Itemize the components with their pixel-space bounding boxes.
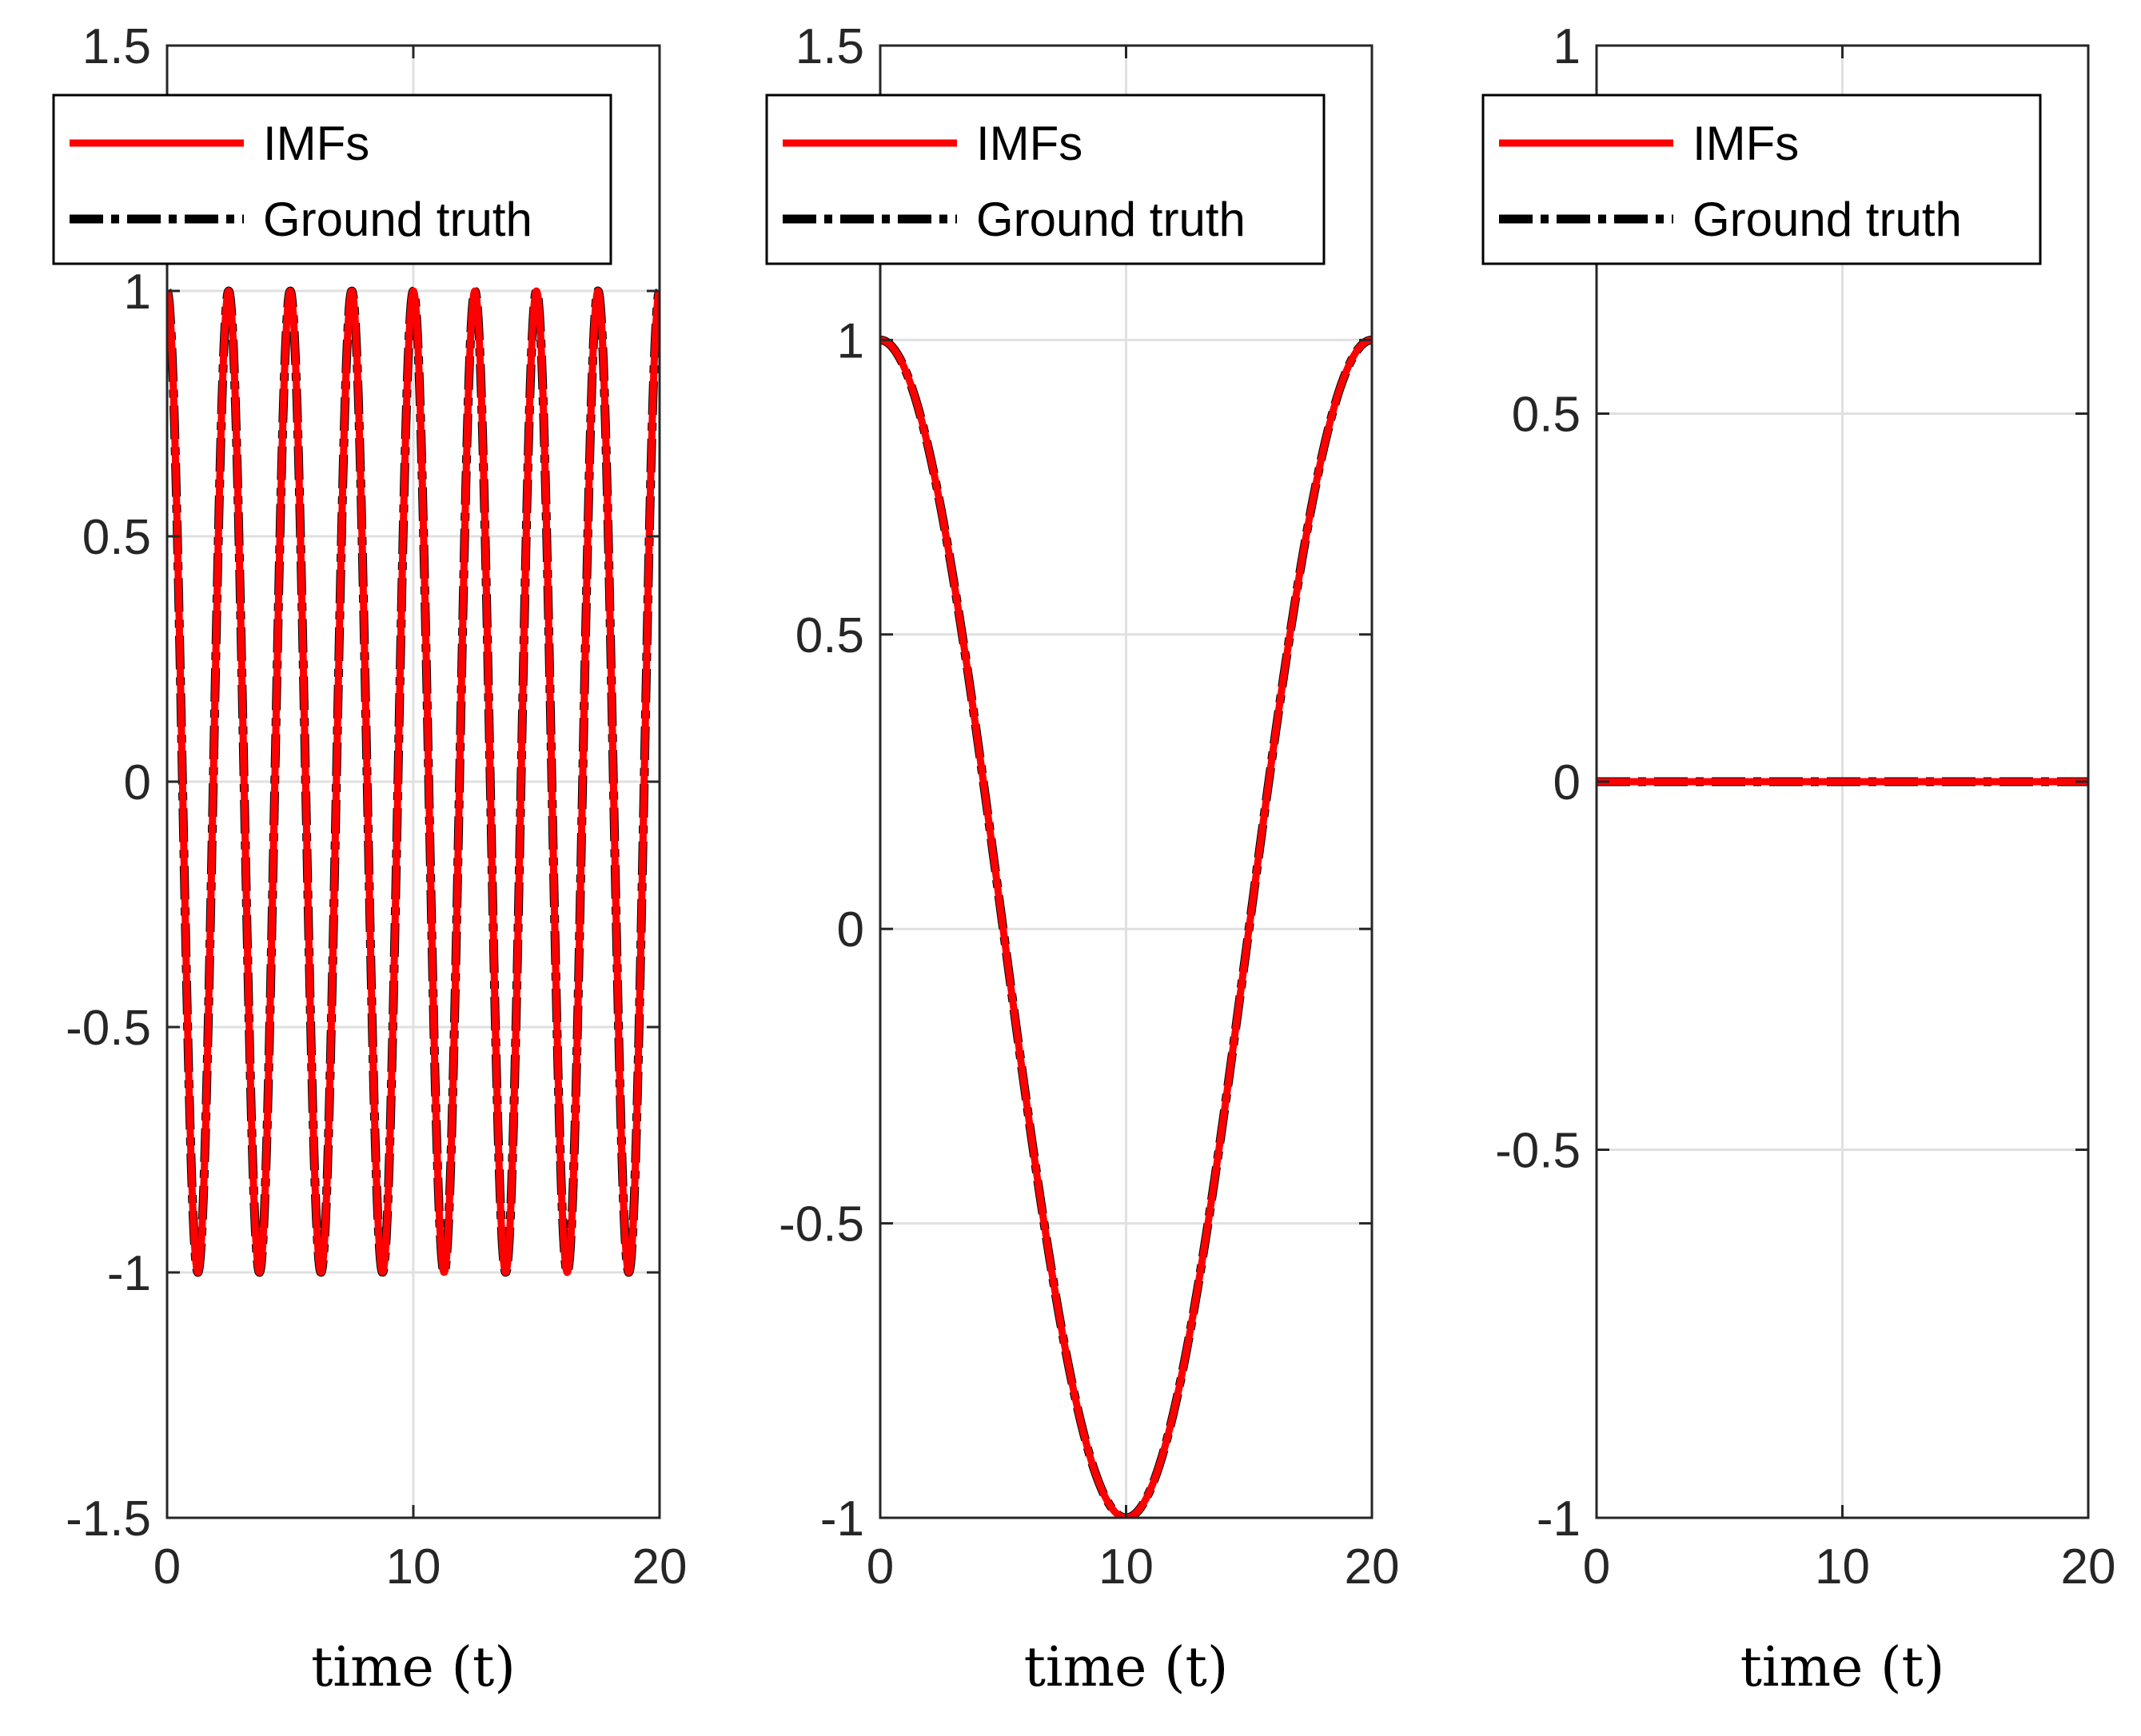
- series-group: [167, 286, 660, 1277]
- y-tick-label: -0.5: [779, 1197, 864, 1252]
- y-tick-label: 1: [1553, 19, 1581, 74]
- legend-box: [765, 94, 1326, 265]
- x-tick-label: 20: [1345, 1539, 1400, 1595]
- legend-box: [1481, 94, 2042, 265]
- x-tick-label: 0: [867, 1539, 894, 1595]
- y-tick-label: 0.5: [82, 510, 151, 565]
- y-tick-label: 1: [837, 313, 864, 368]
- y-tick-label: 0: [124, 755, 151, 810]
- x-tick-label: 20: [632, 1539, 688, 1595]
- y-tick-label: -1: [107, 1246, 151, 1301]
- y-tick-label: 1: [124, 265, 151, 320]
- legend-label-imfs: IMFs: [263, 117, 369, 170]
- legend-label-ground-truth: Ground truth: [976, 193, 1246, 246]
- x-tick-label: 20: [2061, 1539, 2116, 1595]
- subplot-3: 0 10 20 -1 -0.5 0 0.5 1 time (t) IMFs Ground truth: [1481, 19, 2116, 1699]
- x-tick-label: 10: [1815, 1539, 1870, 1595]
- legend-label-ground-truth: Ground truth: [1692, 193, 1962, 246]
- legend-label-ground-truth: Ground truth: [263, 193, 532, 246]
- x-axis-label: time (t): [1024, 1636, 1229, 1699]
- x-tick-label: 10: [386, 1539, 441, 1595]
- legend-box: [52, 94, 612, 265]
- legend-label-imfs: IMFs: [976, 117, 1082, 170]
- y-tick-label: -0.5: [1495, 1124, 1581, 1179]
- series-line-imfs: [167, 287, 660, 1276]
- subplot-1: 0 10 20 -1.5 -1 -0.5 0 0.5 1 1.5 time (t) IMFs Groun…: [52, 19, 688, 1699]
- x-tick-label: 10: [1098, 1539, 1154, 1595]
- y-tick-label: -0.5: [66, 1001, 151, 1056]
- y-tick-label: 0.5: [795, 608, 864, 663]
- legend: IMFs Ground truth: [765, 94, 1326, 265]
- y-tick-label: -1.5: [66, 1491, 151, 1547]
- y-tick-label: 0: [1553, 755, 1581, 810]
- subplot-2: 0 10 20 -1 -0.5 0 0.5 1 1.5 time (t) IMFs Ground tr…: [765, 19, 1400, 1699]
- y-tick-label: 1.5: [795, 19, 864, 74]
- x-axis-label: time (t): [311, 1636, 516, 1699]
- y-tick-label: 0.5: [1512, 388, 1581, 443]
- legend: IMFs Ground truth: [1481, 94, 2042, 265]
- y-tick-label: -1: [820, 1491, 864, 1547]
- legend-label-imfs: IMFs: [1692, 117, 1799, 170]
- y-tick-label: 0: [837, 902, 864, 958]
- x-axis-label: time (t): [1740, 1636, 1945, 1699]
- y-tick-label: 1.5: [82, 19, 151, 74]
- legend: IMFs Ground truth: [52, 94, 612, 265]
- x-tick-label: 0: [153, 1539, 181, 1595]
- y-tick-label: -1: [1537, 1491, 1581, 1547]
- x-tick-label: 0: [1583, 1539, 1610, 1595]
